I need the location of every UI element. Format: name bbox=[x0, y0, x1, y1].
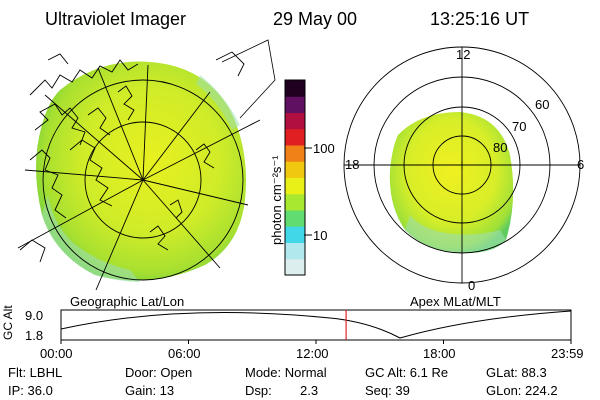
colorbar-segment bbox=[285, 112, 305, 130]
timeline-xtick-2359: 23:59 bbox=[551, 346, 584, 361]
colorbar-frame bbox=[284, 79, 306, 276]
colorbar-unit-label: photon cm⁻²s⁻¹ bbox=[269, 155, 284, 245]
colorbar bbox=[284, 79, 306, 276]
gc-alt-readout: GC Alt: 6.1 Re bbox=[365, 365, 449, 380]
ip-readout: IP: 36.0 bbox=[8, 383, 53, 398]
filter-readout: Flt: LBHL bbox=[8, 365, 63, 380]
mlat-label-70: 70 bbox=[512, 119, 527, 134]
mlt-label-6: 6 bbox=[577, 157, 585, 172]
uv-image-left bbox=[36, 61, 246, 281]
gain-readout: Gain: 13 bbox=[125, 383, 175, 398]
time-label: 13:25:16 UT bbox=[430, 9, 530, 29]
mlat-label-60: 60 bbox=[535, 97, 550, 112]
mode-readout: Mode: Normal bbox=[245, 365, 327, 380]
lat-circle-inner bbox=[84, 121, 202, 239]
lat-circle-outer bbox=[42, 79, 244, 281]
colorbar-segment bbox=[285, 161, 305, 178]
colorbar-segment bbox=[285, 96, 305, 113]
uv-image-right bbox=[389, 112, 514, 253]
polar-plot bbox=[343, 46, 581, 284]
timeline-xtick-1800: 18:00 bbox=[423, 346, 456, 361]
colorbar-segment bbox=[285, 193, 305, 211]
dsp-label: Dsp: bbox=[245, 383, 272, 398]
geographic-caption: Geographic Lat/Lon bbox=[70, 294, 185, 309]
date-label: 29 May 00 bbox=[273, 9, 358, 29]
mlat-label-80: 80 bbox=[493, 140, 508, 155]
colorbar-segment bbox=[285, 128, 305, 146]
seq-readout: Seq: 39 bbox=[365, 383, 410, 398]
colorbar-segment bbox=[285, 145, 305, 162]
geo-grid bbox=[17, 64, 261, 291]
timeline-ytick-top: 9.0 bbox=[25, 308, 44, 323]
colorbar-tick-10: 10 bbox=[313, 228, 328, 243]
timeline-ytick-bottom: 1.8 bbox=[25, 328, 44, 343]
timeline-plot bbox=[60, 309, 572, 344]
colorbar-segment bbox=[285, 258, 305, 276]
colorbar-segment bbox=[285, 177, 305, 195]
coastlines bbox=[19, 51, 245, 263]
timeline-xtick-1200: 12:00 bbox=[296, 346, 329, 361]
mlt-label-12: 12 bbox=[456, 47, 471, 62]
colorbar-segment bbox=[285, 242, 305, 260]
timeline-axis-label: GC Alt bbox=[1, 305, 15, 340]
instrument-title: Ultraviolet Imager bbox=[45, 9, 187, 29]
apex-caption: Apex MLat/MLT bbox=[410, 294, 501, 309]
mlt-label-0: 0 bbox=[468, 278, 476, 293]
colorbar-segment bbox=[285, 226, 305, 243]
dsp-value: 2.3 bbox=[300, 383, 319, 398]
colorbar-segment bbox=[285, 80, 305, 97]
glat-readout: GLat: 88.3 bbox=[486, 365, 547, 380]
glon-readout: GLon: 224.2 bbox=[486, 383, 558, 398]
colorbar-tick-100: 100 bbox=[313, 141, 335, 156]
timeline-xtick-0000: 00:00 bbox=[40, 346, 73, 361]
geographic-map bbox=[17, 39, 276, 291]
door-readout: Door: Open bbox=[125, 365, 193, 380]
mlt-label-18: 18 bbox=[345, 157, 360, 172]
timeline-xtick-0600: 06:00 bbox=[168, 346, 201, 361]
colorbar-segment bbox=[285, 210, 305, 227]
